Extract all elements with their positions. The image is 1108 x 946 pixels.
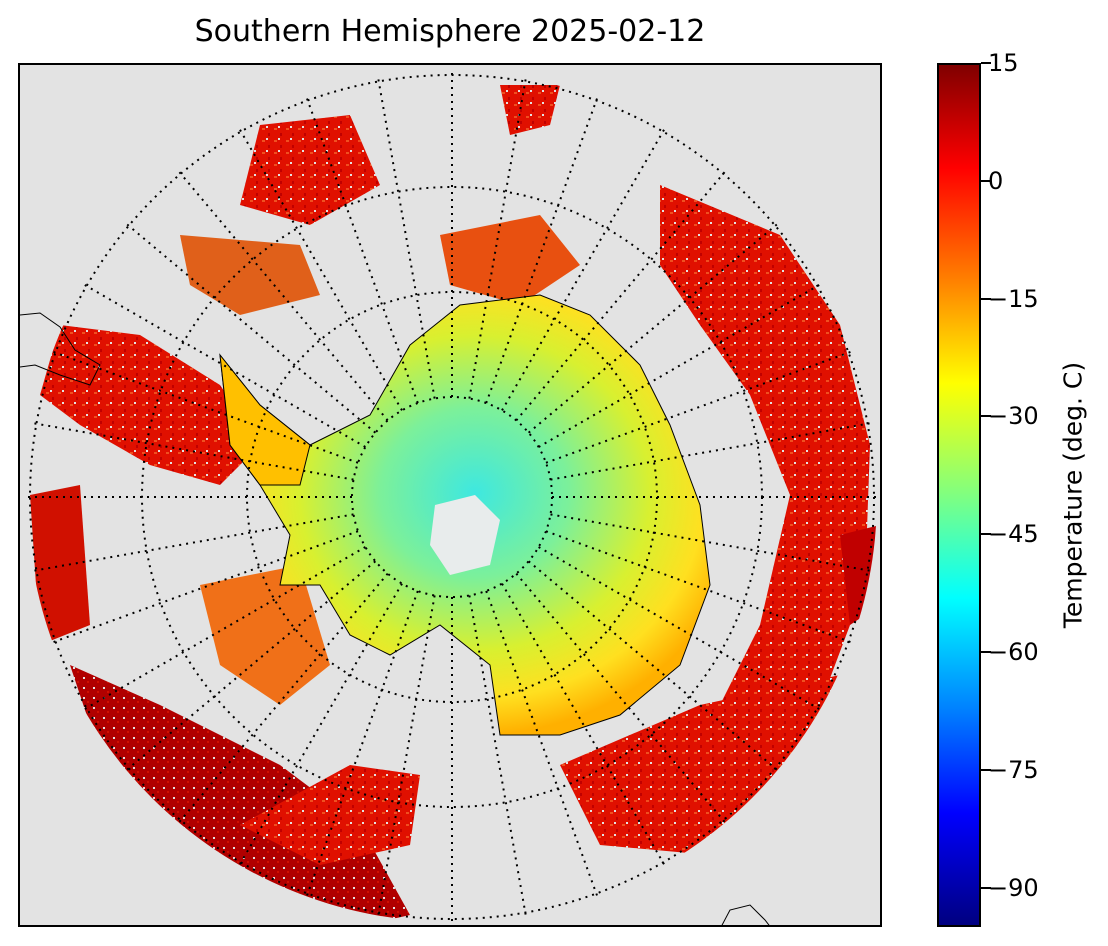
meridian-line bbox=[468, 72, 530, 399]
colorbar-label: Temperature (deg. C) bbox=[1058, 361, 1088, 629]
meridian-line bbox=[515, 159, 736, 422]
meridian-line bbox=[27, 513, 354, 575]
meridian-line bbox=[501, 583, 673, 879]
colorbar-tick-mark bbox=[981, 297, 991, 300]
cloud-patch-southwest-mid bbox=[200, 565, 330, 705]
meridian-line bbox=[515, 572, 736, 835]
meridian-line bbox=[38, 530, 359, 649]
landmass-southeast bbox=[721, 904, 770, 925]
meridian-line bbox=[545, 530, 866, 649]
cloud-band-east bbox=[660, 185, 870, 765]
cloud-band-west bbox=[40, 325, 260, 485]
polar-map[interactable] bbox=[18, 63, 882, 927]
meridian-line bbox=[545, 345, 866, 464]
meridian-line bbox=[168, 159, 389, 422]
meridian-line bbox=[70, 276, 366, 448]
colorbar-tick-mark bbox=[981, 533, 991, 536]
colorbar-tick-label: −60 bbox=[988, 638, 1039, 667]
map-title: Southern Hemisphere 2025-02-12 bbox=[194, 14, 706, 49]
colorbar-tick-mark bbox=[981, 886, 991, 889]
meridian-line bbox=[114, 560, 377, 781]
data-layer bbox=[27, 72, 877, 922]
meridian-line bbox=[538, 276, 834, 448]
meridian-line bbox=[374, 595, 436, 922]
colorbar-tick-label: 15 bbox=[988, 49, 1019, 77]
cloud-band-southwest bbox=[70, 665, 410, 922]
map-canvas bbox=[20, 65, 880, 925]
meridians bbox=[27, 72, 877, 922]
colorbar-tick-mark bbox=[981, 62, 991, 64]
colorbar-tick-label: −75 bbox=[988, 755, 1039, 784]
colorbar-tick-label: −90 bbox=[988, 873, 1039, 902]
meridian-line bbox=[501, 115, 673, 411]
pole-gap bbox=[430, 495, 500, 575]
meridian-line bbox=[374, 72, 436, 399]
meridian-line bbox=[300, 83, 419, 404]
meridian-line bbox=[550, 513, 877, 575]
meridian-line bbox=[485, 83, 604, 404]
meridian-line bbox=[550, 419, 877, 481]
meridian-line bbox=[538, 546, 834, 718]
colorbar bbox=[937, 63, 981, 927]
meridian-line bbox=[114, 213, 377, 434]
colorbar-tick-mark bbox=[981, 415, 991, 418]
meridian-line bbox=[468, 595, 530, 922]
colorbar-tick-mark bbox=[981, 179, 991, 182]
meridian-line bbox=[70, 546, 366, 718]
meridian-line bbox=[300, 590, 419, 911]
colorbar-tick-label: −45 bbox=[988, 520, 1039, 549]
meridian-line bbox=[231, 115, 403, 411]
colorbar-tick-label: −15 bbox=[988, 284, 1039, 313]
colorbar-tick-label: −30 bbox=[988, 402, 1039, 431]
meridian-line bbox=[527, 560, 790, 781]
colorbar-tick-mark bbox=[981, 768, 991, 771]
cloud-strip-west-edge bbox=[30, 485, 90, 645]
cloud-band-northeast bbox=[500, 85, 560, 135]
meridian-line bbox=[38, 345, 359, 464]
cloud-patch-mid bbox=[440, 215, 580, 305]
colorbar-tick-mark bbox=[981, 651, 991, 654]
meridian-line bbox=[27, 419, 354, 481]
cloud-patch-west-mid bbox=[180, 235, 320, 315]
meridian-line bbox=[527, 213, 790, 434]
meridian-line bbox=[168, 572, 389, 835]
colorbar-tick-label: 0 bbox=[988, 166, 1004, 195]
cloud-band-north bbox=[240, 115, 380, 225]
meridian-line bbox=[231, 583, 403, 879]
meridian-line bbox=[485, 590, 604, 911]
cloud-band-south bbox=[240, 765, 420, 865]
landmass-west bbox=[20, 312, 101, 386]
antarctic-peninsula bbox=[219, 353, 311, 486]
